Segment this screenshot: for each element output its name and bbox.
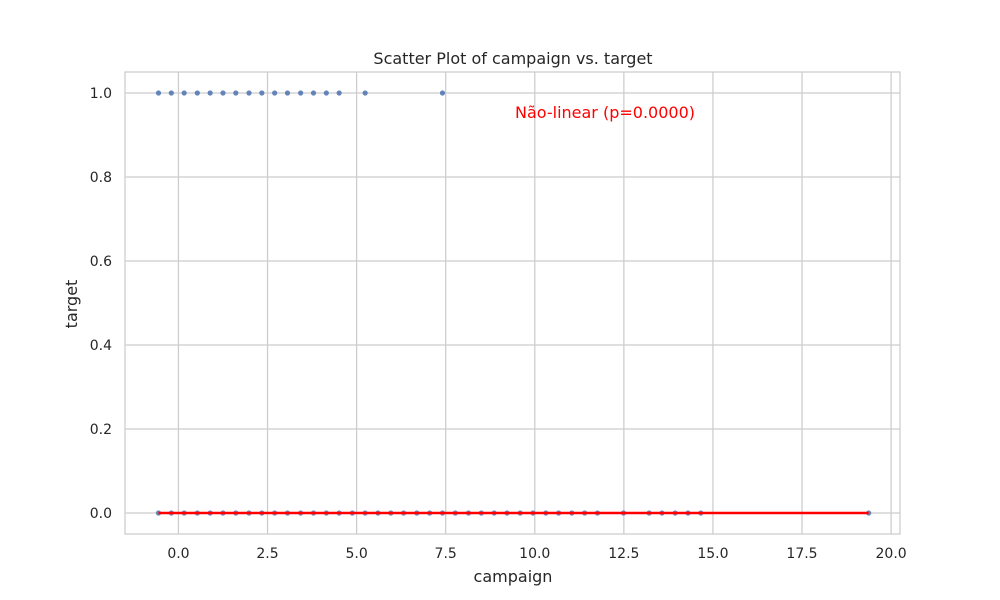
chart-title: Scatter Plot of campaign vs. target bbox=[373, 49, 652, 68]
x-tick-label: 12.5 bbox=[608, 546, 639, 562]
data-point bbox=[439, 90, 446, 96]
data-point bbox=[310, 90, 317, 96]
x-tick-label: 0.0 bbox=[167, 546, 189, 562]
data-point bbox=[323, 90, 329, 96]
x-tick-label: 20.0 bbox=[876, 546, 907, 562]
y-tick-label: 1.0 bbox=[90, 86, 112, 102]
plot-frame bbox=[124, 71, 901, 535]
y-tick-label: 0.0 bbox=[90, 506, 112, 522]
nonlinear-annotation: Não-linear (p=0.0000) bbox=[515, 103, 695, 122]
data-point bbox=[168, 90, 174, 96]
data-point bbox=[259, 90, 265, 96]
grid bbox=[125, 72, 900, 534]
y-tick-label: 0.6 bbox=[90, 254, 112, 270]
data-point bbox=[155, 510, 162, 516]
x-tick-labels: 0.0 2.5 5.0 7.5 10.0 12.5 15.0 17.5 20.0 bbox=[167, 546, 906, 562]
y-axis-label: target bbox=[62, 280, 81, 329]
data-point bbox=[181, 90, 187, 96]
y-tick-label: 0.2 bbox=[90, 422, 112, 438]
data-point bbox=[298, 90, 304, 96]
y-tick-labels: 0.0 0.2 0.4 0.6 0.8 1.0 bbox=[90, 86, 112, 522]
x-tick-label: 15.0 bbox=[697, 546, 728, 562]
x-tick-label: 10.0 bbox=[519, 546, 550, 562]
data-point bbox=[220, 90, 226, 96]
x-tick-label: 5.0 bbox=[345, 546, 367, 562]
x-tick-label: 7.5 bbox=[435, 546, 457, 562]
x-axis-label: campaign bbox=[474, 567, 553, 586]
data-point bbox=[336, 90, 342, 96]
y-tick-label: 0.8 bbox=[90, 170, 112, 186]
data-point bbox=[272, 90, 278, 96]
data-point bbox=[194, 90, 200, 96]
data-point bbox=[233, 90, 239, 96]
y-tick-label: 0.4 bbox=[90, 338, 112, 354]
data-point bbox=[284, 90, 291, 96]
x-tick-label: 17.5 bbox=[786, 546, 817, 562]
data-point bbox=[207, 90, 213, 96]
data-points bbox=[155, 90, 872, 516]
x-tick-label: 2.5 bbox=[256, 546, 278, 562]
data-point bbox=[155, 90, 162, 96]
data-point bbox=[362, 90, 368, 96]
data-point bbox=[246, 90, 252, 96]
